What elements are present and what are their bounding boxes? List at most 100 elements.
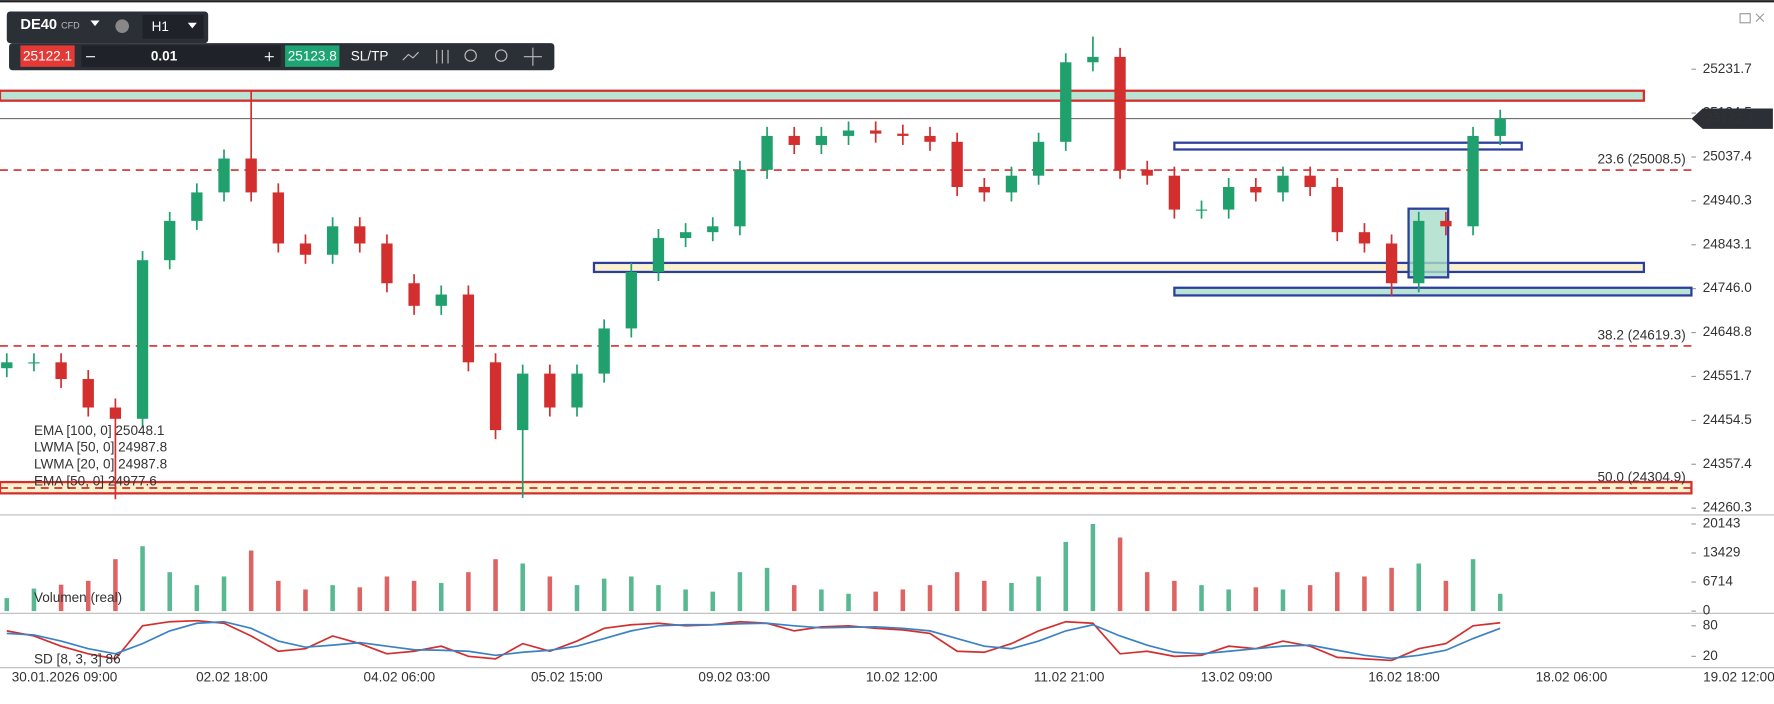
volume-bar [493, 559, 498, 612]
candle-body [408, 283, 420, 306]
volume-bar [31, 588, 37, 612]
candle-body [218, 158, 230, 193]
line-tool[interactable] [402, 51, 420, 61]
toolbar: DE40 CFD H1 25122.1 0.01 25123.8 SL/TP [6, 11, 555, 71]
indicator-label: EMA [50, 0] 24977.6 [34, 474, 157, 489]
candle-body [245, 158, 257, 193]
candle-body [164, 220, 176, 261]
sell-button[interactable] [20, 45, 75, 67]
volume-bar [1470, 559, 1476, 612]
candle-body [571, 373, 583, 408]
candle-body [625, 271, 637, 329]
quantity[interactable]: 0.01 [151, 48, 178, 63]
y-tick-label: 24648.8 [1703, 324, 1752, 339]
fib-label: 38.2 (24619.3) [1598, 327, 1686, 342]
quantity-box[interactable] [81, 45, 281, 67]
volume-tick-label: 20143 [1703, 516, 1741, 531]
volume-bar [737, 572, 743, 612]
candle-body [272, 192, 284, 244]
volume-bar [520, 563, 525, 612]
move-tool[interactable] [523, 47, 542, 66]
timeframe[interactable]: H1 [152, 19, 169, 34]
bid-price[interactable]: 25122.1 [23, 48, 72, 63]
volume-bar [1226, 589, 1231, 612]
symbol[interactable]: DE40 [20, 17, 57, 33]
volume-bar [710, 591, 716, 612]
x-tick-label: 30.01.2026 09:00 [12, 669, 118, 684]
volume-label: Volumen (real) [34, 590, 122, 605]
volume-bar [1117, 537, 1123, 612]
candle-body [815, 135, 828, 145]
candle-body [435, 294, 447, 306]
candle-body [707, 226, 719, 233]
window-controls [1739, 13, 1765, 24]
candle-body [1223, 186, 1235, 210]
volume-bar [1307, 585, 1313, 612]
volume-bar [1036, 576, 1041, 612]
x-tick-label: 04.02 06:00 [364, 669, 436, 684]
volume-bar [656, 585, 661, 612]
candle-body [489, 362, 502, 431]
zoom-in[interactable] [494, 49, 508, 62]
volume-bar [547, 576, 553, 612]
volume-bar [1009, 582, 1014, 612]
plot-area: 24260.3 24357.4 24454.5 24551.7 24648.8 24746… [0, 36, 1774, 684]
stoch-tick-label: 80 [1703, 617, 1719, 632]
symbol-dropdown[interactable] [90, 20, 100, 27]
x-tick-label: 09.02 03:00 [698, 669, 770, 684]
volume-bar [819, 589, 824, 612]
volume-bar [438, 582, 444, 612]
y-tick-label: 24551.7 [1703, 368, 1752, 383]
candle-body [109, 407, 122, 419]
candle-body [544, 373, 556, 408]
candle-body [55, 362, 67, 380]
ask-price[interactable]: 25123.8 [288, 48, 337, 63]
volume-bar [1280, 589, 1286, 612]
volume-bar [1144, 572, 1150, 612]
candle-body [1087, 56, 1099, 63]
sltp-button[interactable]: SL/TP [351, 48, 389, 63]
candle-body [191, 192, 203, 221]
candle-body [1060, 62, 1072, 142]
candle-body [1277, 175, 1289, 193]
x-tick-label: 10.02 12:00 [866, 669, 938, 684]
buy-button[interactable] [285, 45, 340, 67]
zoom-out[interactable] [464, 49, 477, 62]
candle-body [28, 362, 40, 364]
candle-body [788, 135, 800, 145]
candle-body [299, 243, 312, 255]
candle-tool[interactable] [436, 49, 449, 64]
candle-body [381, 243, 393, 284]
candle-body [354, 226, 366, 244]
volume-bar [1416, 563, 1422, 612]
timeframe-box[interactable] [142, 14, 204, 39]
fib-label: 23.6 (25008.5) [1598, 151, 1686, 166]
candle-body [1141, 169, 1153, 176]
volume-bar [954, 572, 960, 612]
candle-body [136, 260, 149, 419]
candle-body [897, 133, 909, 136]
candle-body [978, 186, 990, 193]
volume-bar [384, 576, 390, 612]
maximize[interactable] [1739, 13, 1751, 24]
candle-body [1331, 186, 1343, 233]
plus-button[interactable] [264, 52, 274, 62]
y-tick-label: 24454.5 [1703, 412, 1752, 427]
volume-bar [248, 550, 254, 612]
candle-body [1467, 135, 1479, 227]
candle-body [1413, 220, 1425, 284]
candle-body [1032, 141, 1045, 176]
x-tick-label: 16.02 18:00 [1368, 669, 1440, 684]
volume-bar [629, 576, 634, 612]
volume-bar [1063, 541, 1069, 612]
close[interactable] [1755, 13, 1765, 23]
volume-bar [846, 593, 851, 612]
timeframe-dropdown[interactable] [187, 22, 197, 29]
candle-body [462, 294, 475, 363]
info-icon[interactable] [115, 19, 129, 33]
volume-bar [873, 591, 878, 612]
x-tick-label: 11.02 21:00 [1034, 669, 1105, 684]
